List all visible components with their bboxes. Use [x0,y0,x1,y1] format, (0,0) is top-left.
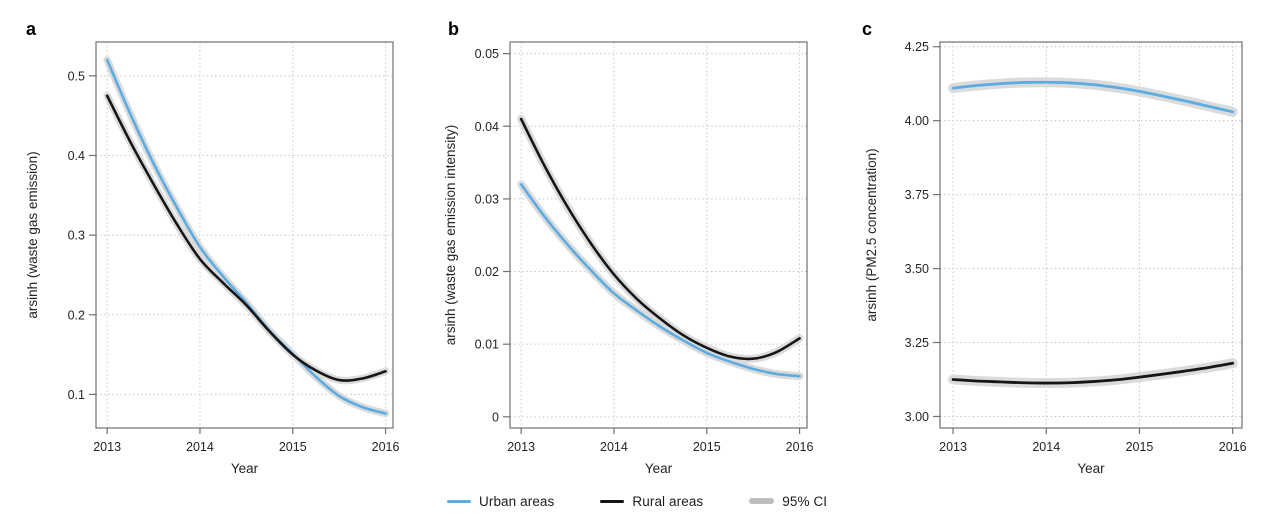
chart-panel-c: 2013 2014 2015 2016 3.00 3.25 3.50 3.75 4.00 4.25… [862,19,1247,476]
y-tick-label: 0.05 [475,47,499,61]
plot-border [939,41,1243,429]
series-line-rural [951,361,1235,385]
legend-item-ci: 95% CI [749,491,827,511]
chart-panel-b: 2013 2014 2015 2016 0 0.01 0.02 0.03 0.04 0.05 Yea… [443,19,814,476]
ci-band-rural [948,358,1238,389]
ci-band-urban [948,77,1238,117]
plot-border [509,41,808,429]
legend-label-rural: Rural areas [632,493,704,509]
series-line-urban [105,58,387,415]
panel-letter: a [26,19,37,39]
y-tick-label: 3.50 [905,262,929,276]
x-tick-label: 2015 [693,440,721,454]
x-tick-label: 2014 [600,440,628,454]
ci-band-urban [103,56,390,418]
y-tick-label: 0.1 [68,388,85,402]
x-tick-label: 2013 [507,440,535,454]
y-tick-label: 0.2 [68,308,85,322]
legend-label-ci: 95% CI [782,493,828,509]
legend-label-urban: Urban areas [479,493,555,509]
chart-panel-a: 2013 2014 2015 2016 0.1 0.2 0.3 0.4 0.5 Year arsin… [25,19,400,476]
panel-letter: b [448,19,459,39]
x-tick-label: 2014 [186,440,214,454]
series-line-rural [519,117,801,361]
x-tick-label: 2016 [786,440,814,454]
y-tick-label: 0 [492,410,499,424]
x-axis-title: Year [645,461,673,476]
y-tick-label: 0.02 [475,265,499,279]
series-line-rural [105,94,387,382]
y-tick-label: 0.04 [475,120,499,134]
x-tick-label: 2015 [279,440,307,454]
y-tick-label: 4.00 [905,114,929,128]
y-tick-label: 0.5 [68,69,85,83]
y-axis-title: arsinh (waste gas emission) [25,151,40,318]
y-tick-label: 0.01 [475,338,499,352]
ci-band-swatch [749,498,775,504]
y-axis-title: arsinh (PM2.5 concentration) [864,148,879,321]
y-tick-label: 3.75 [905,188,929,202]
ci-band-rural [103,92,390,385]
urban-line-swatch [447,499,471,503]
y-tick-label: 0.4 [68,149,85,163]
legend-item-urban: Urban areas [447,491,554,511]
x-tick-label: 2016 [1219,440,1247,454]
x-tick-label: 2015 [1126,440,1154,454]
y-tick-label: 0.03 [475,192,499,206]
panel-letter: c [862,19,872,39]
legend-item-rural: Rural areas [600,491,703,511]
x-tick-label: 2013 [939,440,967,454]
y-tick-label: 4.25 [905,40,929,54]
ci-band-urban [517,180,804,381]
y-tick-label: 3.25 [905,336,929,350]
x-axis-title: Year [231,461,259,476]
y-tick-label: 0.3 [68,229,85,243]
legend: Urban areas Rural areas 95% CI [447,491,827,511]
series-line-urban [951,80,1235,114]
series-line-urban [519,183,801,378]
x-axis-title: Year [1077,461,1105,476]
x-tick-label: 2013 [93,440,121,454]
y-tick-label: 3.00 [905,410,929,424]
x-tick-label: 2016 [372,440,400,454]
rural-line-swatch [600,499,625,503]
x-tick-label: 2014 [1032,440,1060,454]
y-axis-title: arsinh (waste gas emission intensity) [443,125,458,346]
